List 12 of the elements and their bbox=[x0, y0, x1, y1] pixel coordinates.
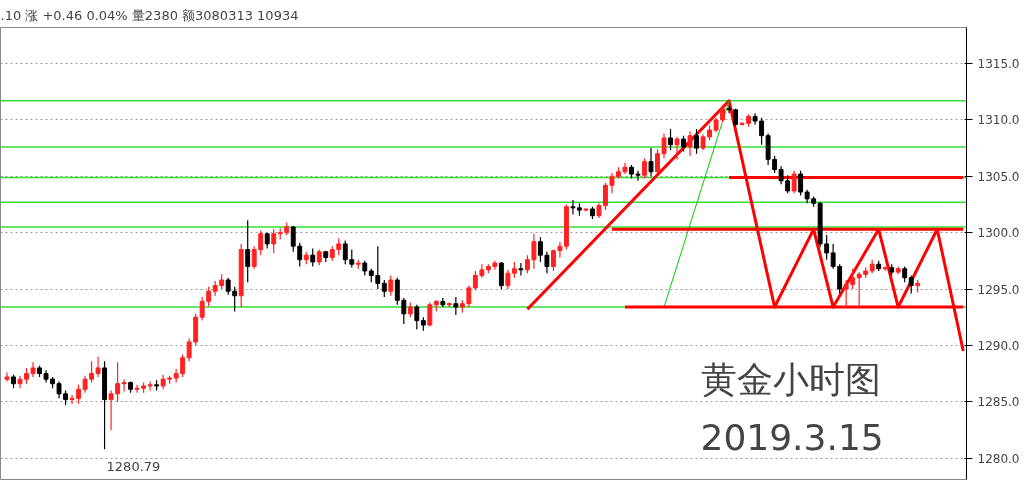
text: 2019.3.15 bbox=[700, 416, 884, 458]
text: .10 涨 +0.46 0.04% 量2380 额3080313 10934 bbox=[0, 7, 299, 23]
y-tick-label: 1305.0 bbox=[977, 169, 1020, 184]
annotation: 1280.79 bbox=[106, 459, 161, 475]
text: 黄金小时图 bbox=[700, 358, 881, 400]
y-tick-label: 1295.0 bbox=[977, 282, 1020, 297]
y-tick-label: 1315.0 bbox=[977, 57, 1020, 72]
y-tick-label: 1285.0 bbox=[977, 395, 1020, 410]
y-tick-label: 1300.0 bbox=[977, 226, 1020, 241]
y-tick-label: 1310.0 bbox=[977, 113, 1020, 128]
y-tick-label: 1290.0 bbox=[977, 338, 1020, 353]
y-tick-label: 1280.0 bbox=[977, 451, 1020, 466]
